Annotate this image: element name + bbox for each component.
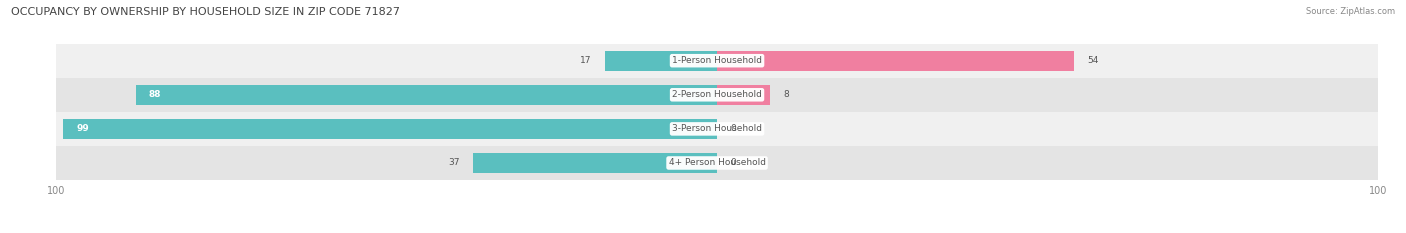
Text: 54: 54: [1087, 56, 1098, 65]
Bar: [135, 85, 717, 105]
Text: 8: 8: [783, 90, 789, 99]
Bar: [56, 112, 1378, 146]
Text: 4+ Person Household: 4+ Person Household: [669, 158, 765, 168]
Bar: [56, 146, 1378, 180]
Bar: [717, 85, 770, 105]
Text: Source: ZipAtlas.com: Source: ZipAtlas.com: [1306, 7, 1395, 16]
Text: 88: 88: [149, 90, 162, 99]
Bar: [472, 153, 717, 173]
Bar: [717, 51, 1074, 71]
Bar: [56, 78, 1378, 112]
Text: 99: 99: [76, 124, 89, 133]
Text: OCCUPANCY BY OWNERSHIP BY HOUSEHOLD SIZE IN ZIP CODE 71827: OCCUPANCY BY OWNERSHIP BY HOUSEHOLD SIZE…: [11, 7, 401, 17]
Bar: [56, 44, 1378, 78]
Text: 0: 0: [730, 158, 735, 168]
Bar: [605, 51, 717, 71]
Text: 37: 37: [449, 158, 460, 168]
Text: 17: 17: [581, 56, 592, 65]
Bar: [63, 119, 717, 139]
Text: 1-Person Household: 1-Person Household: [672, 56, 762, 65]
Text: 3-Person Household: 3-Person Household: [672, 124, 762, 133]
Text: 2-Person Household: 2-Person Household: [672, 90, 762, 99]
Text: 0: 0: [730, 124, 735, 133]
